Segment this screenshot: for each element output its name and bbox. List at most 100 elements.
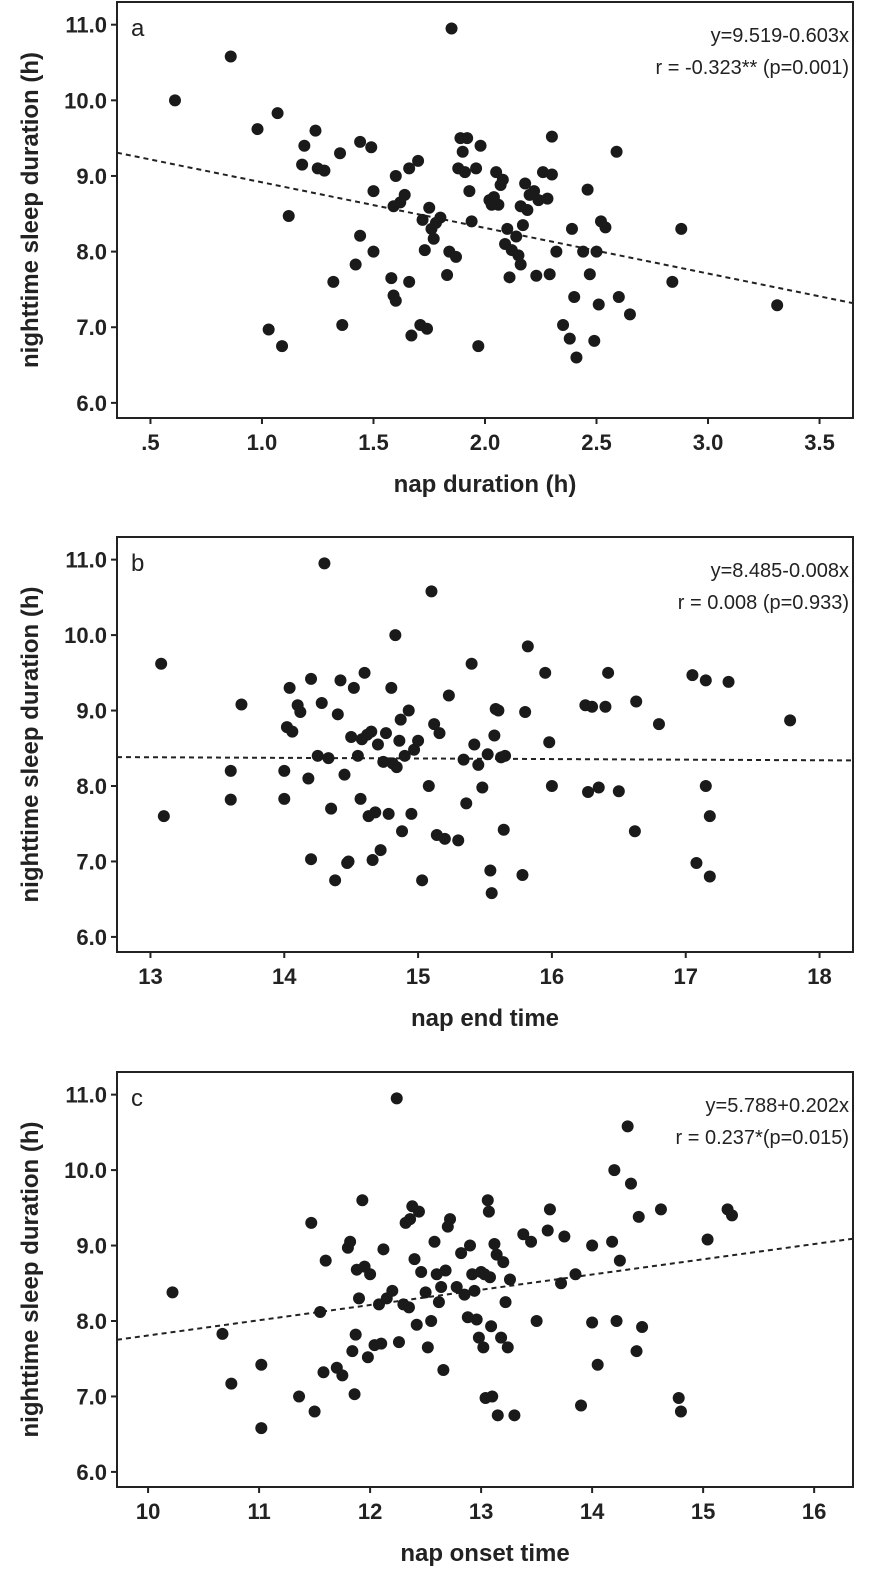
- data-point: [377, 1243, 390, 1256]
- data-point: [439, 1264, 452, 1277]
- data-point: [481, 1194, 494, 1207]
- data-point: [491, 1409, 504, 1422]
- data-point: [427, 232, 440, 245]
- data-point: [389, 294, 402, 307]
- data-point: [699, 780, 712, 792]
- data-point: [610, 1315, 623, 1327]
- data-point: [278, 764, 291, 777]
- data-point: [488, 1238, 501, 1251]
- data-point: [592, 781, 605, 794]
- data-point: [468, 738, 481, 751]
- data-point: [286, 725, 299, 738]
- data-point: [582, 786, 595, 799]
- data-point: [569, 1268, 582, 1281]
- data-point: [599, 221, 612, 234]
- data-point: [418, 244, 431, 257]
- data-point: [485, 1320, 498, 1333]
- y-tick-label: 7.0: [76, 849, 107, 874]
- data-point: [591, 1358, 604, 1371]
- data-point: [543, 268, 556, 281]
- data-point: [545, 168, 558, 181]
- data-point: [470, 162, 483, 175]
- data-point: [530, 269, 543, 282]
- data-point: [463, 185, 476, 198]
- y-tick-label: 6.0: [76, 925, 107, 950]
- x-axis-label: nap onset time: [400, 1540, 569, 1567]
- data-point: [575, 1399, 588, 1412]
- panel-label: c: [131, 1085, 143, 1112]
- data-point: [390, 1092, 403, 1105]
- data-point: [652, 718, 665, 731]
- data-point: [377, 755, 390, 768]
- data-point: [338, 768, 351, 781]
- data-point: [398, 188, 411, 201]
- x-tick-label: 10: [136, 1499, 160, 1524]
- data-point: [492, 198, 505, 211]
- data-point: [345, 730, 358, 743]
- data-point: [382, 807, 395, 820]
- data-point: [432, 1296, 445, 1309]
- data-point: [314, 1305, 327, 1318]
- y-tick-label: 10.0: [64, 623, 107, 648]
- data-point: [470, 1313, 483, 1326]
- data-point: [516, 869, 529, 882]
- data-point: [484, 864, 497, 877]
- data-point: [486, 1390, 499, 1403]
- data-point: [519, 706, 532, 719]
- data-point: [434, 211, 447, 224]
- data-point: [541, 1224, 554, 1237]
- data-point: [403, 275, 416, 288]
- data-point: [396, 825, 409, 838]
- regression-equation: y=8.485-0.008x: [711, 560, 849, 582]
- data-point: [342, 855, 355, 868]
- data-point: [701, 1233, 714, 1246]
- data-point: [636, 1321, 649, 1334]
- data-point: [442, 689, 455, 702]
- data-point: [365, 141, 378, 154]
- data-point: [311, 749, 324, 762]
- data-point: [374, 844, 387, 857]
- data-point: [349, 1328, 362, 1341]
- data-point: [421, 322, 434, 335]
- data-point: [294, 706, 307, 719]
- data-point: [437, 1364, 450, 1377]
- data-point: [468, 1284, 481, 1297]
- data-point: [385, 681, 398, 694]
- data-point: [592, 298, 605, 311]
- data-point: [354, 135, 367, 148]
- data-point: [305, 1216, 318, 1229]
- data-point: [503, 1273, 516, 1286]
- data-point: [458, 1288, 471, 1301]
- data-point: [334, 147, 347, 160]
- x-tick-label: 1.5: [358, 430, 389, 455]
- data-point: [675, 222, 688, 235]
- data-point: [296, 158, 309, 171]
- data-point: [568, 290, 581, 303]
- data-point: [262, 323, 275, 336]
- x-tick-label: 2.0: [470, 430, 501, 455]
- plot-frame: [116, 536, 854, 953]
- data-point: [386, 1284, 399, 1297]
- data-point: [278, 792, 291, 805]
- data-point: [630, 1345, 643, 1358]
- x-tick-label: 16: [802, 1499, 826, 1524]
- regression-equation: y=9.519-0.603x: [711, 25, 849, 47]
- data-point: [550, 245, 563, 258]
- data-point: [224, 764, 237, 777]
- data-point: [271, 107, 284, 120]
- panel-a: 6.0 7.0 8.0 9.0 10.0 11.0 .5 1.0 1.5 2.0 2.5 3.0 3.5…: [17, 1, 854, 498]
- data-point: [398, 749, 411, 762]
- data-point: [525, 1235, 538, 1248]
- data-point: [586, 1316, 599, 1329]
- data-point: [408, 743, 421, 756]
- data-point: [545, 780, 558, 792]
- x-tick-label: 2.5: [581, 430, 612, 455]
- data-point: [450, 250, 463, 263]
- data-point: [632, 1210, 645, 1223]
- data-point: [613, 1254, 626, 1267]
- data-point: [666, 275, 679, 288]
- data-point: [168, 94, 181, 107]
- data-point: [255, 1358, 268, 1371]
- data-point: [308, 1405, 321, 1418]
- data-point: [356, 1194, 369, 1207]
